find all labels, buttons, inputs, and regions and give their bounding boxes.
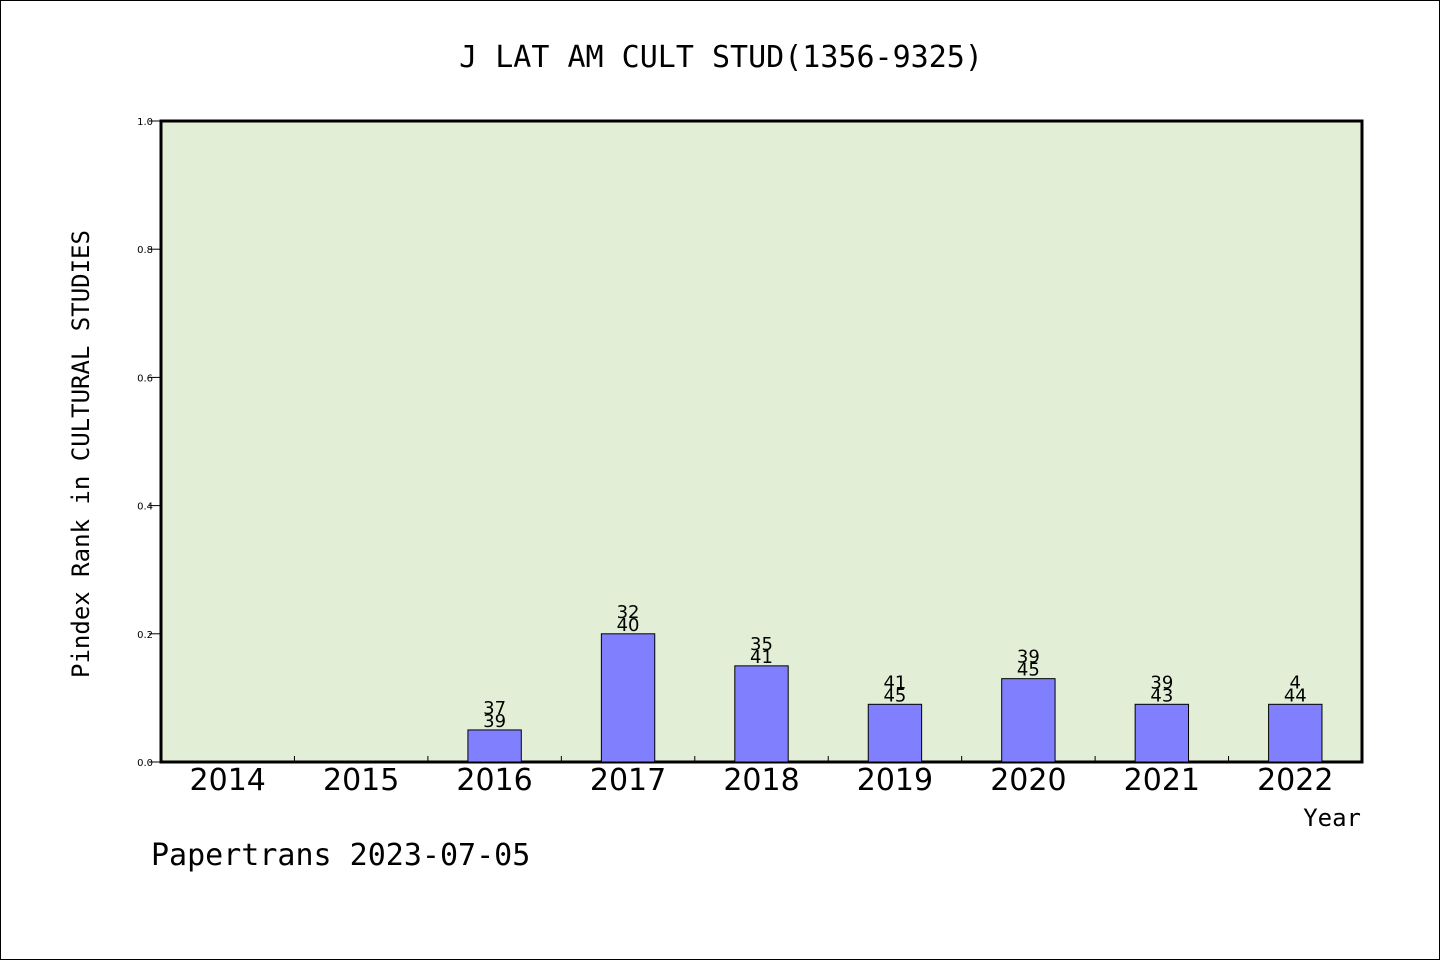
y-axis-ticks: 0.0 0.2 0.4 0.6 0.8 1.0: [137, 117, 161, 769]
bar-label-bottom: 45: [1017, 660, 1040, 681]
x-axis-ticks: 2014 2015 2016 2017 2018 2019 2020 2021 2022: [190, 756, 1333, 798]
x-tick-label: 2020: [990, 763, 1066, 798]
bar-label-bottom: 41: [750, 647, 773, 668]
y-tick-label: 0.6: [137, 373, 153, 384]
bar-label-bottom: 43: [1150, 685, 1173, 706]
bar-label-bottom: 44: [1284, 685, 1307, 706]
bar-label-bottom: 39: [483, 711, 506, 732]
x-tick-label: 2014: [190, 763, 266, 798]
x-tick-label: 2016: [456, 763, 532, 798]
bar: [867, 703, 923, 763]
x-tick-label: 2022: [1257, 763, 1333, 798]
chart-title: J LAT AM CULT STUD(1356-9325): [459, 40, 983, 75]
x-axis-label: Year: [1303, 804, 1361, 832]
bar: [734, 665, 789, 763]
y-tick-label: 0.0: [137, 758, 153, 769]
bar-label-top: 39: [1150, 672, 1173, 693]
y-tick-label: 0.2: [137, 630, 153, 641]
bar-series: [467, 633, 1323, 763]
x-tick-label: 2021: [1124, 763, 1200, 798]
bar-label-bottom: 45: [883, 685, 906, 706]
bar-label-top: 37: [483, 698, 506, 719]
bar-label-top: 41: [883, 672, 906, 693]
bar-label-bottom: 40: [617, 615, 640, 636]
y-tick-label: 0.8: [137, 245, 153, 256]
bar: [600, 633, 656, 763]
x-tick-label: 2017: [590, 763, 666, 798]
y-axis-label: Pindex Rank in CULTURAL STUDIES: [67, 230, 95, 678]
bar: [467, 729, 522, 763]
x-tick-label: 2019: [857, 763, 933, 798]
bar: [1134, 703, 1190, 763]
x-tick-label: 2015: [323, 763, 399, 798]
bar-label-top: 35: [750, 634, 773, 655]
bar-label-top: 32: [617, 602, 640, 623]
y-tick-label: 0.4: [137, 502, 153, 513]
y-tick-label: 1.0: [137, 117, 153, 128]
bar: [1001, 678, 1056, 763]
plot-area: [159, 119, 1364, 764]
bar-label-top: 4: [1290, 672, 1301, 693]
x-tick-label: 2018: [723, 763, 799, 798]
bar: [1268, 703, 1323, 763]
footer-credit: Papertrans 2023-07-05: [151, 838, 530, 873]
bar-label-top: 39: [1017, 647, 1040, 668]
